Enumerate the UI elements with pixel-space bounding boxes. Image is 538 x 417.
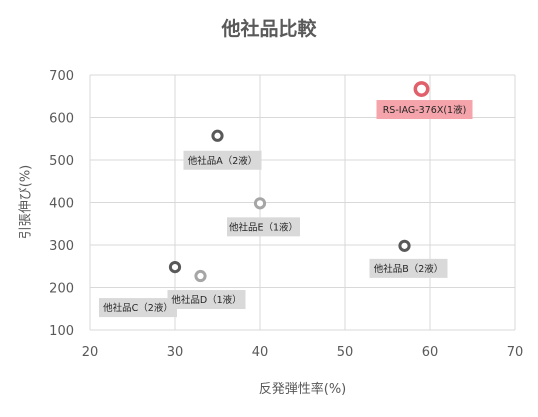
x-tick-label: 50 — [337, 345, 354, 360]
x-tick-label: 30 — [167, 345, 184, 360]
data-label: 他社品C（2液） — [103, 302, 173, 314]
data-point — [168, 261, 182, 274]
data-label-box — [99, 298, 177, 318]
data-label: 他社品B（2液） — [374, 263, 444, 275]
x-tick-label: 70 — [507, 345, 524, 360]
data-point — [253, 197, 267, 210]
data-label-box — [369, 258, 448, 278]
x-tick-label: 40 — [252, 345, 269, 360]
data-point — [413, 81, 430, 97]
data-label-box — [227, 217, 300, 237]
y-tick-label: 100 — [49, 324, 74, 339]
x-tick-label: 20 — [82, 345, 99, 360]
y-tick-label: 600 — [49, 112, 74, 127]
y-tick-label: 200 — [49, 282, 74, 297]
y-axis-title: 引張伸び(%) — [18, 164, 34, 240]
data-label: 他社品D（1液） — [171, 294, 241, 306]
y-tick-label: 400 — [49, 197, 74, 212]
x-axis-title: 反発弾性率(%) — [258, 382, 347, 397]
data-label: RS-IAG-376X(1液) — [383, 104, 467, 116]
data-label-box — [167, 290, 246, 310]
data-label: 他社品A（2液） — [188, 155, 258, 167]
data-label: 他社品E（1液） — [229, 221, 298, 233]
y-tick-label: 300 — [49, 239, 74, 254]
x-tick-label: 60 — [422, 345, 439, 360]
y-tick-label: 500 — [49, 154, 74, 169]
data-point — [194, 269, 207, 283]
y-tick-label: 700 — [49, 69, 74, 84]
data-label-box — [376, 100, 473, 120]
data-label-box — [183, 150, 262, 170]
data-point — [211, 129, 224, 142]
data-point — [398, 239, 411, 252]
chart-title: 他社品比較 — [221, 18, 317, 40]
